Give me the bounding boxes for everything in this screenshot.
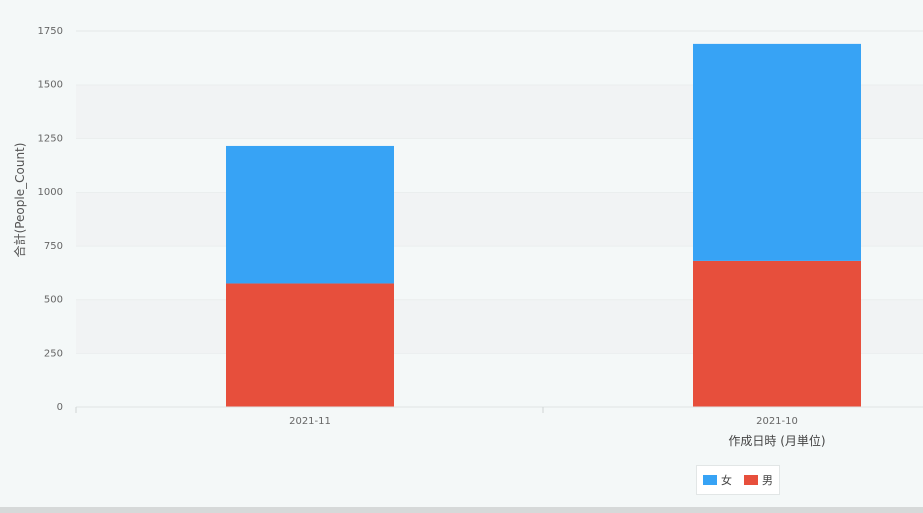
y-tick-label: 1750 (38, 26, 63, 37)
legend-swatch-male (744, 475, 758, 485)
x-axis-ticks: 2021-11 2021-10 (289, 416, 798, 427)
bottom-scrollbar[interactable] (0, 507, 923, 513)
bar-segment[interactable] (693, 260, 861, 407)
legend-label-female: 女 (721, 474, 732, 487)
x-axis-label: 作成日時 (月単位) (728, 433, 825, 448)
legend: 女 男 (696, 465, 780, 495)
y-tick-label: 1000 (38, 187, 63, 198)
y-tick-label: 0 (57, 402, 63, 413)
legend-item-female[interactable]: 女 (703, 472, 732, 488)
y-axis-label: 合計(People_Count) (12, 143, 27, 258)
bar-segment[interactable] (226, 145, 394, 284)
x-axis (75, 406, 923, 413)
y-tick-label: 500 (44, 295, 63, 306)
y-tick-label: 750 (44, 241, 63, 252)
y-tick-label: 1250 (38, 133, 63, 144)
bar-segment[interactable] (693, 43, 861, 261)
legend-item-male[interactable]: 男 (744, 472, 773, 488)
x-tick-label: 2021-10 (756, 416, 798, 427)
legend-label-male: 男 (762, 474, 773, 487)
bars (226, 43, 861, 407)
legend-swatch-female (703, 475, 717, 485)
x-tick-label: 2021-11 (289, 416, 331, 427)
bar-segment[interactable] (226, 283, 394, 407)
y-axis-ticks: 0 250 500 750 1000 1250 1500 1750 (38, 26, 63, 413)
y-tick-label: 250 (44, 348, 63, 359)
y-tick-label: 1500 (38, 80, 63, 91)
